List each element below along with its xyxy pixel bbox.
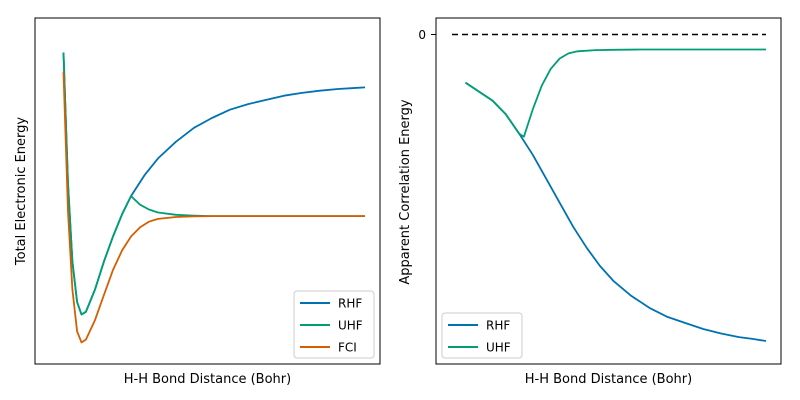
total-energy-chart: H-H Bond Distance (Bohr) Total Electroni… xyxy=(14,17,381,387)
total-energy-series-uhf xyxy=(62,52,365,316)
total-energy-legend-label-rhf: RHF xyxy=(338,297,362,311)
correlation-energy-legend-label-uhf: UHF xyxy=(486,341,511,355)
correlation-energy-chart: 0 H-H Bond Distance (Bohr) Apparent Corr… xyxy=(398,17,782,387)
correlation-energy-legend: RHF UHF xyxy=(441,312,523,359)
total-energy-y-axis-label: Total Electronic Energy xyxy=(14,117,29,267)
y-tick-label-zero: 0 xyxy=(418,28,426,42)
total-energy-legend-label-fci: FCI xyxy=(338,341,357,355)
total-energy-legend-box xyxy=(293,290,375,359)
total-energy-series-rhf xyxy=(62,52,366,316)
total-energy-legend-label-uhf: UHF xyxy=(338,319,363,333)
correlation-energy-legend-label-rhf: RHF xyxy=(486,319,510,333)
total-energy-plot-frame xyxy=(34,17,381,365)
correlation-energy-plot-frame xyxy=(435,17,782,365)
total-energy-legend: RHF UHF FCI xyxy=(293,290,375,359)
total-energy-x-axis-label: H-H Bond Distance (Bohr) xyxy=(124,372,291,387)
correlation-energy-x-axis-label: H-H Bond Distance (Bohr) xyxy=(525,372,692,387)
total-energy-series-fci xyxy=(62,71,365,344)
correlation-energy-series-uhf xyxy=(465,48,766,138)
correlation-energy-y-axis-label: Apparent Correlation Energy xyxy=(398,99,413,285)
